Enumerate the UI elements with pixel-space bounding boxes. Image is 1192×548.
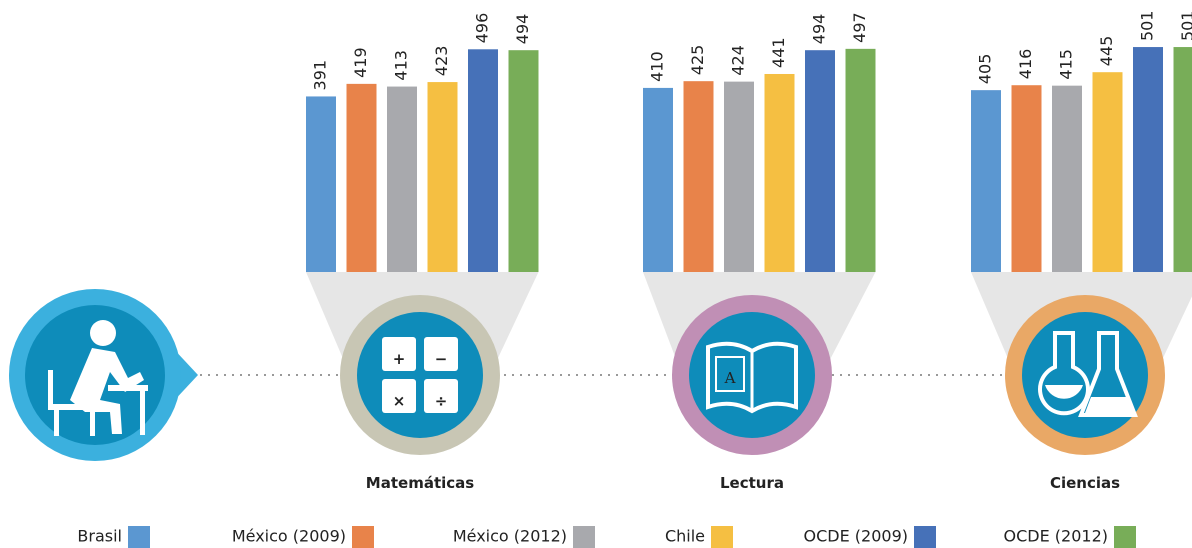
bar bbox=[428, 82, 458, 272]
bar bbox=[347, 84, 377, 272]
subject-inner bbox=[357, 312, 483, 438]
bar bbox=[387, 87, 417, 272]
value-label: 494 bbox=[513, 14, 532, 45]
legend-label: Brasil bbox=[77, 527, 122, 546]
bar bbox=[684, 81, 714, 272]
legend-swatch bbox=[1114, 526, 1136, 548]
value-label: 419 bbox=[351, 47, 370, 78]
book-letter: A bbox=[724, 369, 736, 387]
bar bbox=[643, 88, 673, 272]
value-label: 413 bbox=[392, 50, 411, 81]
value-label: 425 bbox=[688, 45, 707, 76]
math-symbol: ÷ bbox=[435, 392, 448, 410]
math-symbol: × bbox=[393, 392, 406, 410]
legend-label: OCDE (2009) bbox=[804, 527, 908, 546]
bar bbox=[805, 50, 835, 272]
math-symbol: − bbox=[435, 350, 448, 368]
value-label: 497 bbox=[850, 12, 869, 43]
bar bbox=[468, 49, 498, 272]
value-label: 405 bbox=[976, 54, 995, 85]
category-label: Lectura bbox=[720, 474, 784, 492]
bar bbox=[971, 90, 1001, 272]
bar bbox=[1093, 72, 1123, 272]
legend-swatch bbox=[352, 526, 374, 548]
value-label: 445 bbox=[1097, 36, 1116, 67]
value-label: 441 bbox=[769, 37, 788, 68]
legend-label: México (2012) bbox=[453, 527, 567, 546]
bar bbox=[1012, 85, 1042, 272]
bar bbox=[765, 74, 795, 272]
groups: + − × ÷ Matemáticas 391 419 413 423 496 494 A Lectur… bbox=[306, 11, 1192, 492]
value-label: 416 bbox=[1016, 49, 1035, 80]
value-label: 501 bbox=[1138, 11, 1157, 42]
legend-label: OCDE (2012) bbox=[1004, 527, 1108, 546]
bar bbox=[509, 50, 539, 272]
bar bbox=[1052, 86, 1082, 272]
flask-cone-fill bbox=[1085, 397, 1133, 413]
legend-label: México (2009) bbox=[232, 527, 346, 546]
value-label: 424 bbox=[729, 45, 748, 76]
legend-swatch bbox=[128, 526, 150, 548]
value-label: 501 bbox=[1178, 11, 1192, 42]
bar bbox=[846, 49, 876, 272]
category-label: Matemáticas bbox=[366, 474, 474, 492]
value-label: 391 bbox=[311, 60, 330, 91]
legend-swatch bbox=[711, 526, 733, 548]
bar bbox=[1133, 47, 1163, 272]
legend-swatch bbox=[573, 526, 595, 548]
value-label: 494 bbox=[810, 14, 829, 45]
value-label: 415 bbox=[1057, 49, 1076, 80]
bar bbox=[724, 82, 754, 272]
value-label: 496 bbox=[473, 13, 492, 44]
category-label: Ciencias bbox=[1050, 474, 1120, 492]
value-label: 423 bbox=[432, 46, 451, 77]
legend-label: Chile bbox=[665, 527, 705, 546]
math-symbol: + bbox=[393, 350, 406, 368]
legend-swatch bbox=[914, 526, 936, 548]
value-label: 410 bbox=[648, 51, 667, 82]
bar bbox=[1174, 47, 1192, 272]
legend: Brasil México (2009) México (2012) Chile OCD… bbox=[77, 526, 1136, 548]
infographic: + − × ÷ Matemáticas 391 419 413 423 496 494 A Lectur… bbox=[0, 0, 1192, 548]
bar bbox=[306, 96, 336, 272]
